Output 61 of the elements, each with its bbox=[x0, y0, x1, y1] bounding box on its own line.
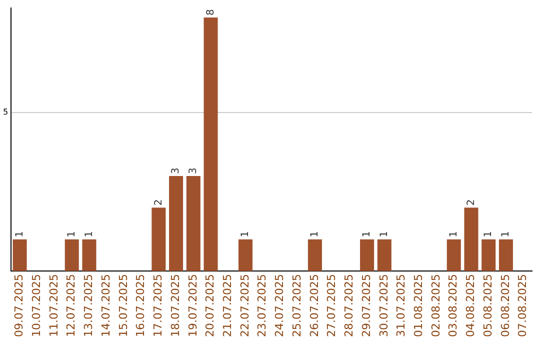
x-tick-label: 06.08.2025 bbox=[498, 274, 512, 338]
x-tick-label: 31.07.2025 bbox=[394, 274, 408, 338]
x-tick-label: 13.07.2025 bbox=[82, 274, 96, 338]
x-tick-label: 09.07.2025 bbox=[12, 274, 26, 338]
bar bbox=[498, 239, 513, 272]
data-label: 3 bbox=[170, 168, 182, 174]
bar bbox=[377, 239, 392, 272]
x-tick-label: 01.08.2025 bbox=[412, 274, 425, 338]
x-tick-label: 19.07.2025 bbox=[186, 274, 200, 338]
y-tick-label: 5 bbox=[2, 108, 8, 117]
bar bbox=[186, 176, 200, 272]
x-tick-label: 28.07.2025 bbox=[342, 274, 356, 338]
x-tick-label: 14.07.2025 bbox=[99, 274, 112, 338]
x-tick-label: 26.07.2025 bbox=[308, 274, 321, 338]
bar bbox=[204, 18, 218, 272]
data-label: 2 bbox=[466, 199, 477, 206]
x-tick-label: 02.08.2025 bbox=[429, 274, 442, 338]
bar bbox=[446, 239, 461, 272]
data-label: 1 bbox=[483, 230, 494, 238]
x-tick-label: 17.07.2025 bbox=[152, 274, 165, 338]
data-label: 1 bbox=[240, 230, 252, 238]
bar bbox=[308, 239, 322, 272]
x-tick-label: 29.07.2025 bbox=[360, 274, 373, 338]
bar bbox=[152, 208, 166, 272]
bar bbox=[12, 239, 27, 272]
x-tick-label: 21.07.2025 bbox=[220, 274, 234, 338]
x-tick-label: 07.08.2025 bbox=[516, 274, 530, 338]
data-label: 8 bbox=[205, 9, 216, 16]
x-tick-label: 20.07.2025 bbox=[204, 274, 217, 338]
data-label: 1 bbox=[448, 230, 460, 238]
bar bbox=[464, 208, 478, 272]
x-tick-label: 03.08.2025 bbox=[446, 274, 460, 338]
x-tick-label: 30.07.2025 bbox=[377, 274, 390, 338]
data-label: 1 bbox=[379, 230, 390, 238]
bar bbox=[64, 239, 79, 272]
data-label: 1 bbox=[14, 230, 26, 238]
x-tick-label: 27.07.2025 bbox=[325, 274, 338, 338]
data-label: 2 bbox=[153, 199, 164, 206]
data-label: 1 bbox=[362, 230, 373, 238]
x-tick-label: 23.07.2025 bbox=[256, 274, 269, 338]
x-tick-label: 11.07.2025 bbox=[47, 274, 60, 338]
data-label: 1 bbox=[310, 230, 321, 238]
x-tick-label: 18.07.2025 bbox=[168, 274, 182, 338]
bar bbox=[169, 176, 184, 272]
bar bbox=[238, 239, 253, 272]
bar bbox=[82, 239, 96, 272]
data-label: 1 bbox=[500, 230, 512, 238]
data-label: 1 bbox=[66, 230, 78, 238]
x-tick-label: 15.07.2025 bbox=[116, 274, 130, 338]
x-tick-label: 16.07.2025 bbox=[134, 274, 148, 338]
bar bbox=[482, 239, 496, 272]
x-tick-label: 10.07.2025 bbox=[30, 274, 43, 338]
bar bbox=[360, 239, 374, 272]
x-tick-label: 22.07.2025 bbox=[238, 274, 252, 338]
data-label: 3 bbox=[188, 168, 199, 174]
x-tick-label: 05.08.2025 bbox=[481, 274, 494, 338]
x-tick-label: 04.08.2025 bbox=[464, 274, 478, 338]
x-tick-label: 12.07.2025 bbox=[64, 274, 78, 338]
x-tick-label: 24.07.2025 bbox=[273, 274, 286, 338]
data-label: 1 bbox=[84, 230, 95, 238]
x-tick-label: 25.07.2025 bbox=[290, 274, 304, 338]
